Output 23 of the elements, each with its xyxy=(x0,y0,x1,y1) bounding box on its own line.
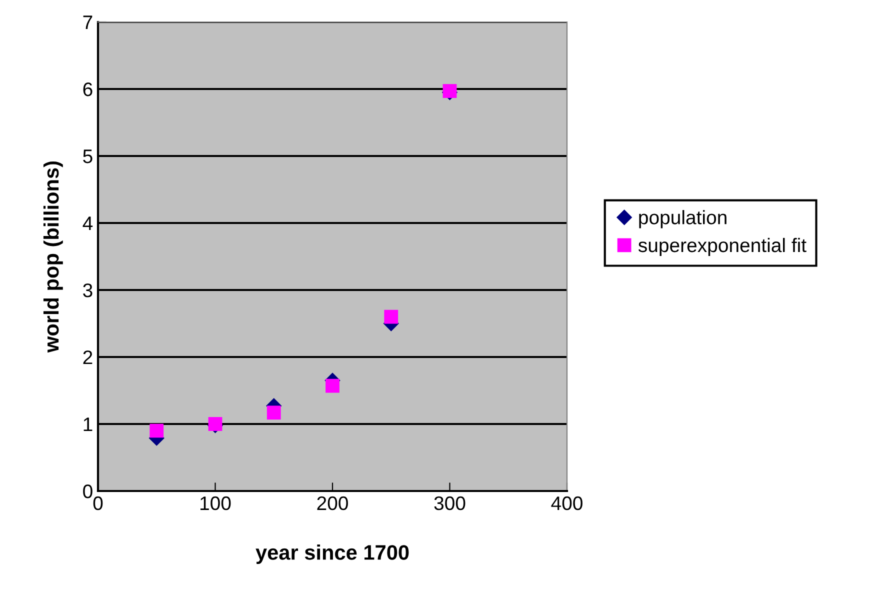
y-tick-label: 4 xyxy=(82,216,93,230)
y-tick-label: 0 xyxy=(83,484,92,498)
x-axis-title: year since 1700 xyxy=(256,544,409,564)
point xyxy=(150,424,164,438)
y-tick-label: 2 xyxy=(83,350,92,364)
x-tick-label: 400 xyxy=(551,496,582,510)
y-tick-label: 5 xyxy=(83,150,92,164)
y-tick-label: 7 xyxy=(83,16,92,30)
y-tick-label: 6 xyxy=(83,82,92,96)
x-tick-label: 200 xyxy=(317,496,348,510)
point xyxy=(442,84,457,98)
x-tick-label: 0 xyxy=(93,496,103,510)
x-tick-label: 300 xyxy=(434,496,466,510)
y-tick-label: 1 xyxy=(84,418,92,432)
y-tick-label: 3 xyxy=(83,283,92,298)
point xyxy=(326,378,340,393)
legend-label: population xyxy=(639,210,726,228)
y-axis-title: world pop (billions) xyxy=(43,161,63,353)
point xyxy=(208,417,222,431)
point xyxy=(266,406,281,420)
x-tick-label: 100 xyxy=(200,496,231,510)
point xyxy=(384,310,398,324)
legend-label: superexponential fit xyxy=(638,238,806,256)
